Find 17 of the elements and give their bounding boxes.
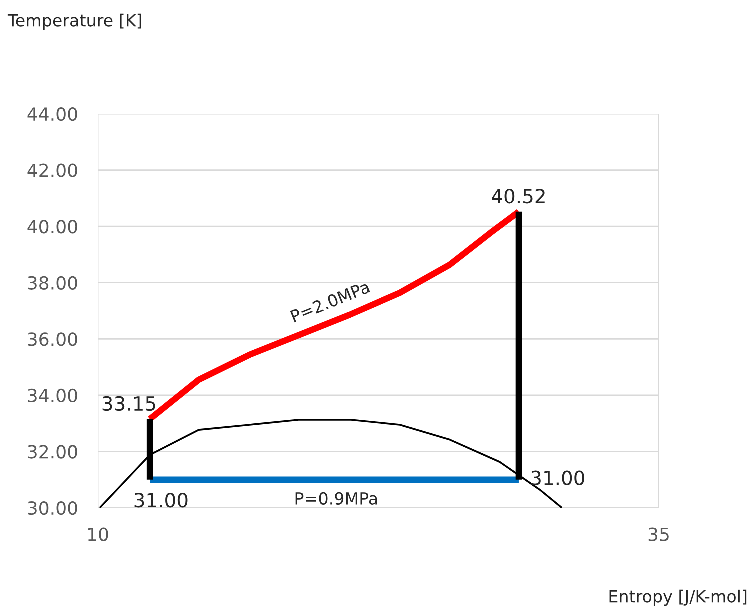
x-tick-label: 35 — [648, 528, 669, 542]
y-tick-label: 38.00 — [28, 276, 78, 290]
data-label: 31.00 — [532, 470, 584, 486]
y-tick-label: 34.00 — [28, 388, 78, 403]
annotation: P=0.9MPa — [296, 492, 378, 505]
x-axis-title: Entropy [J/K-mol] — [610, 590, 747, 606]
x-tick-label: 10 — [88, 528, 108, 542]
data-label: 40.52 — [492, 188, 545, 204]
y-axis-title: Temperature [K] — [8, 14, 142, 30]
y-tick-label: 44.00 — [28, 107, 78, 122]
data-label: 33.15 — [102, 396, 156, 412]
y-tick-label: 30.00 — [28, 501, 78, 516]
y-tick-label: 40.00 — [28, 220, 78, 234]
data-label: 31.00 — [134, 493, 188, 508]
y-tick-label: 42.00 — [28, 164, 78, 178]
y-tick-label: 32.00 — [28, 445, 78, 459]
y-tick-label: 36.00 — [28, 332, 78, 346]
